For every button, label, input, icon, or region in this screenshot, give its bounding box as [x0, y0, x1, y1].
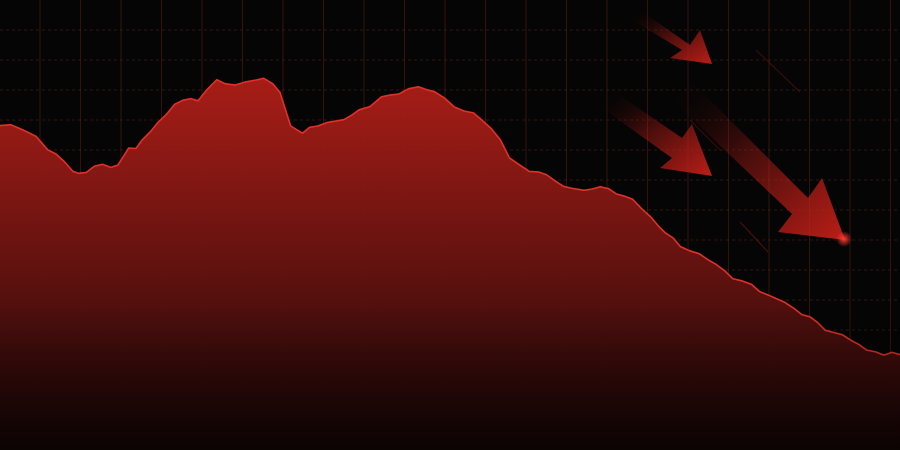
data-point: [562, 185, 565, 187]
data-point: [72, 170, 74, 172]
data-point: [572, 188, 574, 190]
data-point: [688, 250, 691, 252]
data-point: [724, 270, 727, 272]
data-point: [679, 246, 682, 248]
data-point: [591, 188, 593, 190]
data-point: [343, 119, 345, 121]
data-point: [463, 110, 465, 112]
data-point: [206, 89, 208, 91]
data-point: [453, 106, 456, 108]
data-point: [398, 93, 400, 95]
end-point-glow: [836, 231, 852, 247]
data-point: [63, 160, 65, 162]
data-point: [732, 278, 734, 280]
data-point: [776, 298, 778, 300]
data-point: [197, 100, 199, 102]
bottom-vignette: [0, 300, 900, 450]
data-point: [434, 91, 436, 93]
data-point: [444, 97, 446, 99]
data-point: [545, 174, 547, 176]
data-point: [369, 106, 371, 108]
data-point: [272, 83, 274, 85]
data-point: [350, 115, 352, 117]
data-point: [117, 164, 119, 166]
data-point: [358, 109, 360, 111]
data-point: [537, 171, 539, 173]
data-point: [22, 129, 24, 131]
data-point: [55, 153, 57, 155]
data-point: [77, 172, 79, 174]
data-point: [499, 139, 501, 141]
data-point: [632, 198, 634, 200]
data-point: [216, 79, 218, 81]
data-point: [518, 164, 520, 166]
data-point: [102, 163, 104, 165]
data-point: [0, 125, 1, 127]
arrow-down-icon: [632, 10, 712, 64]
data-point: [309, 126, 311, 128]
data-point: [317, 125, 319, 127]
data-point: [245, 81, 247, 83]
data-point: [381, 96, 383, 98]
downward-arrows: [602, 10, 845, 253]
data-point: [650, 216, 652, 218]
arrow-down-icon: [602, 90, 712, 176]
data-point: [165, 113, 168, 115]
data-point: [263, 77, 265, 79]
data-point: [583, 189, 585, 191]
data-point: [698, 253, 700, 255]
data-point: [290, 125, 292, 127]
data-point: [157, 121, 159, 123]
arrow-down-icon: [672, 80, 845, 240]
data-point: [335, 120, 337, 122]
data-point: [708, 259, 710, 262]
data-point: [615, 193, 618, 195]
data-point: [490, 128, 492, 130]
data-point: [528, 170, 530, 172]
data-point: [135, 147, 137, 150]
data-point: [641, 208, 643, 210]
data-point: [174, 103, 176, 105]
data-point: [255, 79, 257, 81]
data-point: [480, 119, 483, 121]
data-point: [759, 291, 761, 293]
data-point: [128, 147, 130, 149]
data-point: [750, 283, 753, 285]
data-point: [85, 171, 87, 173]
data-point: [417, 86, 420, 88]
data-point: [301, 132, 303, 134]
data-point: [624, 195, 626, 197]
data-point: [599, 186, 601, 188]
data-point: [657, 224, 659, 226]
data-point: [426, 89, 428, 91]
data-point: [390, 94, 392, 96]
data-point: [182, 99, 184, 101]
data-point: [327, 121, 329, 123]
data-point: [408, 88, 410, 90]
data-point: [110, 166, 112, 168]
data-point: [279, 91, 281, 93]
data-point: [10, 124, 12, 126]
data-point: [607, 188, 610, 190]
data-point: [472, 112, 474, 114]
data-point: [553, 179, 556, 181]
streak-line: [689, 49, 801, 253]
data-point: [508, 157, 510, 159]
data-point: [93, 165, 96, 167]
series-line: [0, 77, 900, 356]
data-point: [234, 84, 236, 86]
data-point: [715, 264, 718, 266]
data-point: [149, 131, 151, 133]
data-point: [224, 83, 226, 85]
data-point: [141, 139, 143, 141]
data-point: [741, 280, 743, 282]
data-point: [35, 135, 37, 137]
data-point: [672, 237, 674, 239]
data-point: [47, 149, 49, 151]
data-point: [664, 232, 666, 234]
data-point: [190, 98, 192, 100]
data-point: [768, 294, 770, 296]
